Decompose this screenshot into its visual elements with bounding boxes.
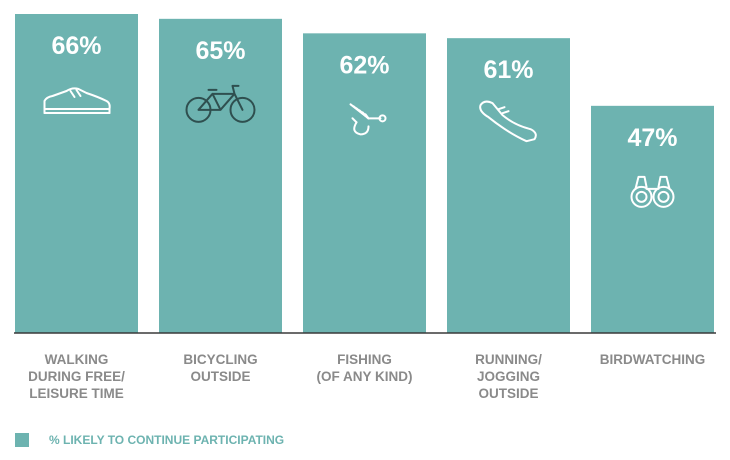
bar-value-label-4: 47% — [627, 124, 677, 152]
category-labels-group: WALKING DURING FREE/LEISURE TIME BICYCLING… — [28, 352, 705, 401]
bar-2 — [303, 33, 426, 333]
bar-value-label-2: 62% — [339, 51, 389, 79]
legend: % LIKELY TO CONTINUE PARTICIPATING — [15, 432, 284, 448]
bar-4 — [591, 105, 714, 333]
category-label-4: BIRDWATCHING — [600, 352, 706, 367]
bicycle-icon — [185, 84, 256, 123]
bar-1 — [159, 18, 282, 333]
bar-value-label-0: 66% — [51, 32, 101, 60]
bar-value-label-1: 65% — [195, 37, 245, 65]
running-shoe-icon — [479, 100, 537, 143]
bar-3 — [447, 38, 570, 334]
category-label-0: WALKING DURING FREE/LEISURE TIME — [28, 352, 125, 401]
category-label-3: RUNNING/JOGGING OUTSIDE — [475, 352, 542, 401]
bars-group: 66% 65% 62% 61% 47% — [15, 14, 714, 334]
bar-value-label-3: 61% — [483, 56, 533, 84]
legend-label: % LIKELY TO CONTINUE PARTICIPATING — [49, 433, 285, 447]
legend-swatch — [15, 433, 29, 447]
category-label-2: FISHING (OF ANY KIND) — [317, 352, 413, 384]
binoculars-icon — [630, 175, 675, 208]
fishing-fly-icon — [349, 103, 387, 136]
category-label-1: BICYCLING OUTSIDE — [183, 352, 257, 384]
bar-0 — [15, 14, 138, 333]
sneaker-icon — [43, 87, 111, 114]
